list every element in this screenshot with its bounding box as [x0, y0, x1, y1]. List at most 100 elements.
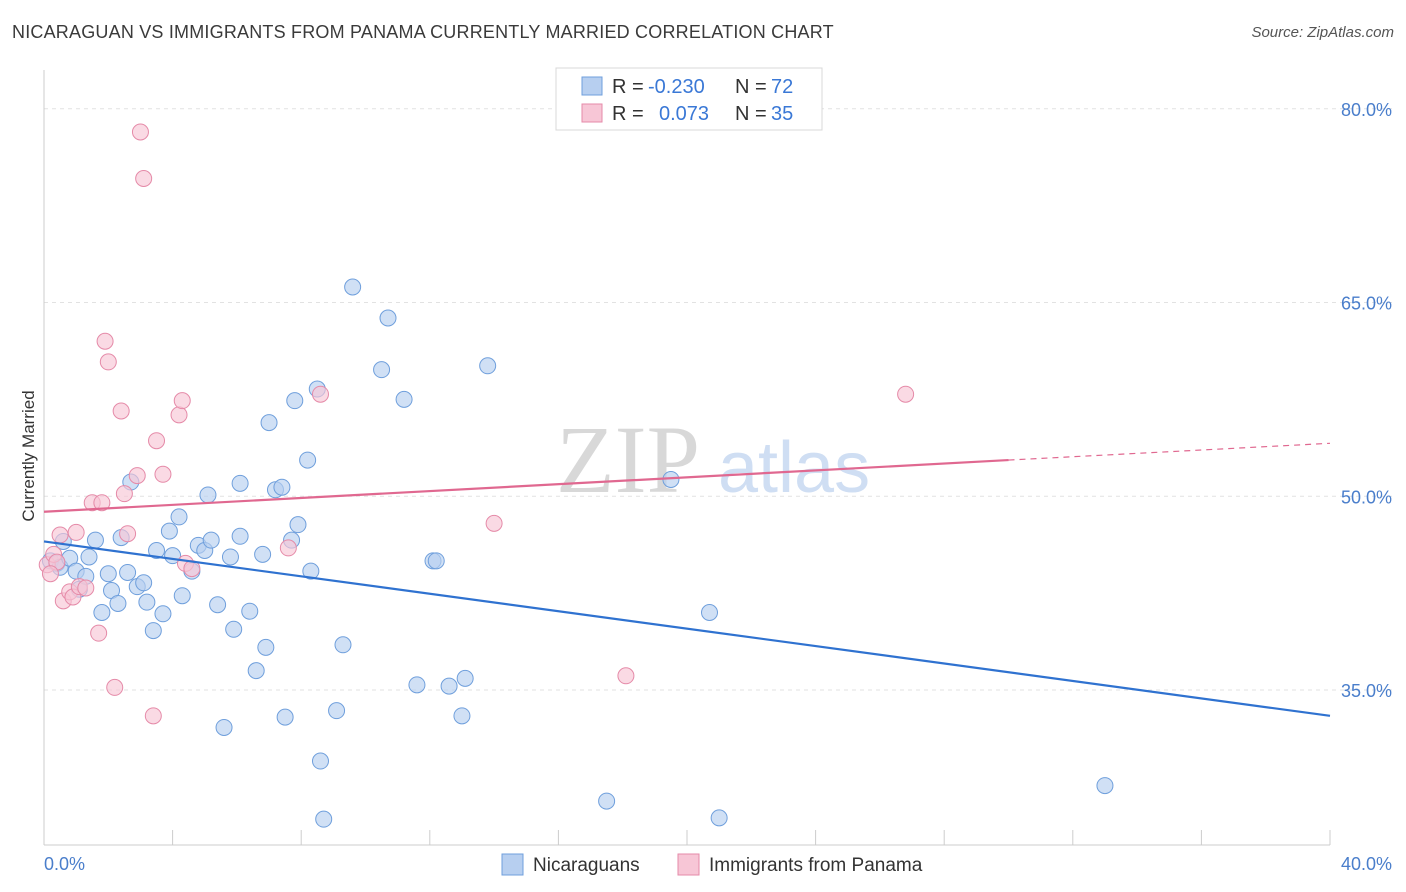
- point-nicaraguans-26: [173, 587, 191, 605]
- point-panama-19: [128, 467, 146, 485]
- point-panama-15: [106, 678, 124, 696]
- point-panama-3: [51, 526, 69, 544]
- y-tick-label-1: 50.0%: [1341, 487, 1392, 507]
- trend-lines: [43, 442, 1331, 717]
- point-nicaraguans-21: [148, 542, 166, 559]
- point-panama-34: [41, 565, 59, 583]
- point-nicaraguans-22: [154, 605, 172, 623]
- chart-title: NICARAGUAN VS IMMIGRANTS FROM PANAMA CUR…: [12, 22, 834, 42]
- legend-n-label-blue: N =: [735, 76, 767, 98]
- y-tick-label-0: 35.0%: [1341, 681, 1392, 701]
- point-nicaraguans-47: [286, 392, 304, 410]
- legend-swatch-pink: [581, 103, 603, 123]
- point-nicaraguans-56: [344, 278, 362, 296]
- point-panama-25: [170, 406, 188, 424]
- point-nicaraguans-31: [202, 531, 220, 549]
- point-nicaraguans-51: [311, 752, 329, 770]
- point-panama-20: [131, 123, 149, 141]
- point-nicaraguans-66: [479, 357, 497, 375]
- y-tick-label-3: 80.0%: [1341, 100, 1392, 120]
- point-panama-12: [93, 494, 111, 512]
- legend-swatch-blue: [581, 76, 603, 96]
- point-nicaraguans-48: [289, 516, 307, 534]
- x-tick-label-min: 0.0%: [44, 854, 85, 874]
- bottom-legend-swatch-nicaraguans: [501, 853, 524, 876]
- point-panama-18: [119, 525, 137, 543]
- point-nicaraguans-62: [427, 552, 445, 570]
- point-nicaraguans-60: [408, 676, 426, 694]
- point-nicaraguans-37: [231, 474, 249, 492]
- point-nicaraguans-9: [86, 531, 104, 549]
- legend-box: R = -0.230 N = 72 R = 0.073 N = 35: [555, 67, 823, 131]
- point-nicaraguans-33: [215, 718, 233, 736]
- legend-r-label-blue: R =: [612, 76, 644, 98]
- chart-source: Source: ZipAtlas.com: [1251, 24, 1394, 41]
- point-nicaraguans-71: [1096, 777, 1114, 795]
- point-nicaraguans-50: [302, 562, 320, 580]
- y-tick-labels: 35.0% 50.0% 65.0% 80.0%: [1341, 100, 1392, 701]
- point-panama-14: [99, 353, 117, 371]
- legend-n-value-pink: 35: [771, 103, 793, 125]
- point-panama-7: [67, 523, 85, 541]
- point-nicaraguans-30: [199, 486, 217, 504]
- point-nicaraguans-45: [276, 708, 294, 726]
- point-nicaraguans-36: [231, 527, 249, 545]
- point-nicaraguans-41: [257, 638, 275, 656]
- point-nicaraguans-58: [379, 309, 397, 327]
- y-tick-label-2: 65.0%: [1341, 294, 1392, 314]
- point-nicaraguans-55: [334, 636, 352, 654]
- point-nicaraguans-18: [135, 574, 153, 592]
- series-nicaraguans-points: [41, 278, 1114, 828]
- point-panama-30: [311, 385, 329, 403]
- point-nicaraguans-38: [241, 602, 259, 620]
- bottom-legend: Nicaraguans Immigrants from Panama: [501, 853, 923, 876]
- bottom-legend-label-nicaraguans: Nicaraguans: [533, 855, 640, 876]
- point-panama-24: [154, 465, 172, 483]
- legend-r-value-pink: 0.073: [659, 103, 709, 125]
- point-nicaraguans-59: [395, 390, 413, 408]
- axes: [43, 70, 1331, 846]
- point-panama-11: [90, 624, 108, 642]
- point-nicaraguans-40: [254, 545, 272, 563]
- watermark-zip: ZIP: [556, 406, 700, 513]
- legend-n-value-blue: 72: [771, 76, 793, 98]
- trend-line-panama: [43, 458, 1009, 513]
- legend-r-label-pink: R =: [612, 103, 644, 125]
- x-tick-label-max: 40.0%: [1341, 854, 1392, 874]
- point-panama-33: [897, 385, 915, 403]
- point-nicaraguans-8: [80, 548, 98, 566]
- point-nicaraguans-10: [93, 604, 111, 621]
- point-nicaraguans-13: [109, 594, 127, 612]
- point-panama-32: [617, 667, 635, 685]
- grid-lines: [44, 108, 1392, 691]
- point-nicaraguans-20: [144, 622, 162, 640]
- point-nicaraguans-64: [453, 707, 471, 725]
- trend-line-nicaraguans: [43, 540, 1331, 717]
- point-panama-13: [96, 332, 114, 350]
- point-panama-17: [115, 485, 133, 503]
- trend-line-panama-dashed: [1008, 442, 1331, 461]
- point-panama-22: [144, 707, 162, 725]
- point-nicaraguans-52: [315, 810, 333, 828]
- point-nicaraguans-23: [160, 522, 178, 540]
- point-nicaraguans-65: [456, 669, 474, 687]
- point-panama-23: [148, 432, 166, 450]
- point-nicaraguans-34: [221, 548, 239, 566]
- point-nicaraguans-49: [299, 451, 317, 469]
- point-nicaraguans-69: [701, 604, 719, 621]
- point-nicaraguans-63: [440, 677, 458, 695]
- bottom-legend-label-panama: Immigrants from Panama: [709, 855, 923, 876]
- point-nicaraguans-15: [119, 563, 137, 581]
- point-panama-16: [112, 402, 130, 420]
- point-panama-21: [135, 170, 153, 187]
- point-panama-31: [485, 514, 503, 532]
- point-nicaraguans-32: [209, 596, 227, 614]
- point-panama-9: [77, 579, 95, 597]
- point-nicaraguans-70: [710, 809, 728, 827]
- bottom-legend-swatch-panama: [677, 853, 700, 876]
- point-nicaraguans-54: [328, 702, 346, 720]
- point-nicaraguans-44: [273, 478, 291, 496]
- point-nicaraguans-42: [260, 414, 278, 432]
- legend-n-label-pink: N =: [735, 103, 767, 125]
